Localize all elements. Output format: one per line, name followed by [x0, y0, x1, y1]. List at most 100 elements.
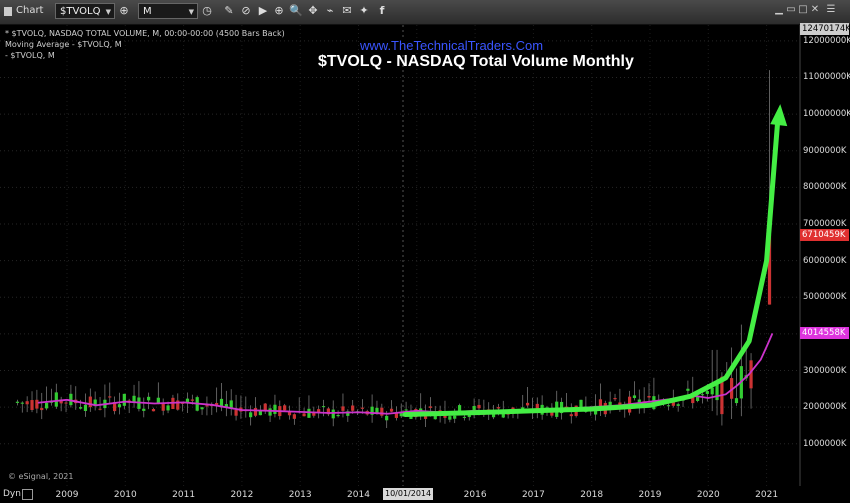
facebook-icon[interactable]: f: [379, 4, 385, 17]
candle-up: [20, 402, 24, 404]
candle-up: [370, 406, 374, 415]
candle-down: [35, 399, 39, 409]
candle-down: [423, 416, 428, 419]
minimize-icon[interactable]: ▁: [775, 4, 783, 15]
candle-down: [190, 399, 194, 401]
twitter-icon[interactable]: ✦: [359, 4, 369, 17]
link-icon[interactable]: ⊘: [241, 4, 251, 17]
interval-value: M: [143, 6, 152, 17]
ma-last-label: 4014558K: [800, 327, 849, 340]
candle-down: [351, 405, 355, 411]
esignal-watermark: © eSignal, 2021: [8, 472, 74, 481]
x-tick-label: 2017: [521, 490, 545, 500]
candle-up: [321, 406, 326, 408]
close-icon[interactable]: ✕: [810, 4, 820, 15]
interval-select[interactable]: M ▼: [138, 3, 198, 19]
candle-down: [292, 414, 296, 419]
candle-down: [287, 411, 292, 416]
candle-down: [394, 413, 398, 418]
candle-down: [477, 404, 481, 409]
x-tick-label: 2009: [55, 490, 79, 500]
candle-up: [83, 404, 88, 411]
candle-up: [229, 400, 233, 408]
candle-up: [273, 404, 277, 414]
menu-icon[interactable]: ☰: [826, 4, 836, 15]
candle-up: [93, 399, 97, 407]
candle-up: [467, 413, 471, 418]
candle-up: [579, 399, 583, 412]
candle-up: [700, 394, 705, 396]
candle-down: [496, 407, 501, 409]
y-tick-label: 1000000K: [803, 438, 847, 449]
zoom-icon[interactable]: 🔍: [289, 4, 303, 17]
candle-up: [608, 401, 612, 406]
candle-up: [54, 392, 58, 407]
candle-down: [283, 405, 287, 411]
chevron-down-icon[interactable]: ▼: [105, 8, 111, 16]
candle-down: [613, 397, 617, 400]
x-tick-label: 2014: [347, 490, 370, 500]
candle-up: [472, 406, 476, 414]
candle-down: [341, 406, 345, 411]
maximize-icon[interactable]: □: [798, 4, 808, 15]
candle-down: [176, 400, 180, 410]
x-tick-label: 2018: [580, 490, 604, 500]
volume-candles: [15, 70, 772, 429]
candle-up: [385, 415, 389, 421]
x-tick-label: 2021: [755, 490, 779, 500]
candle-down: [59, 399, 63, 404]
candle-up: [224, 404, 228, 408]
website-watermark: www.TheTechnicalTraders.Com: [360, 38, 544, 53]
insert-icon[interactable]: ⊕: [274, 4, 284, 17]
candle-up: [666, 405, 671, 407]
candle-down: [671, 401, 675, 406]
candle-down: [98, 408, 102, 410]
candle-down: [428, 406, 433, 408]
candle-up: [132, 395, 136, 403]
candle-up: [705, 391, 709, 394]
chart-title: $TVOLQ - NASDAQ Total Volume Monthly: [318, 53, 634, 70]
candle-up: [249, 412, 253, 418]
candle-down: [525, 402, 530, 406]
candle-up: [79, 407, 83, 409]
mail-icon[interactable]: ✉: [342, 4, 352, 17]
chart-window-icon: [4, 7, 12, 16]
crosshair-icon[interactable]: ⊕: [119, 4, 129, 17]
candle-down: [360, 407, 364, 409]
draw-icon[interactable]: ⌁: [326, 4, 334, 17]
pan-icon[interactable]: ✥: [308, 4, 318, 17]
candle-down: [647, 395, 651, 398]
candle-down: [234, 409, 238, 416]
candle-up: [734, 398, 739, 404]
candle-down: [389, 408, 394, 412]
gridlines: [0, 25, 800, 486]
x-tick-label: 2012: [230, 490, 254, 500]
y-tick-label: 7000000K: [803, 218, 847, 229]
candle-down: [40, 407, 44, 411]
dyn-button[interactable]: Dyn: [3, 489, 21, 499]
x-tick-label: 2013: [288, 490, 312, 500]
candle-down: [550, 411, 554, 416]
play-icon[interactable]: ▶: [258, 4, 268, 17]
candle-up: [686, 388, 690, 391]
interval-icon[interactable]: ◷: [202, 4, 212, 17]
symbol-input[interactable]: $TVOLQ ▼: [55, 3, 115, 19]
candle-up: [200, 407, 204, 410]
candle-down: [161, 403, 165, 411]
candle-down: [113, 402, 117, 412]
candle-down: [598, 399, 603, 410]
y-tick-label: 10000000K: [803, 109, 850, 120]
y-tick-label: 2000000K: [803, 402, 847, 413]
candle-down: [253, 407, 258, 416]
candle-up: [268, 408, 272, 416]
candle-down: [64, 402, 68, 404]
chart-legend: * $TVOLQ, NASDAQ TOTAL VOLUME, M, 00:00-…: [5, 28, 285, 61]
calendar-icon[interactable]: [22, 489, 33, 500]
restore-icon[interactable]: ▭: [786, 4, 796, 15]
pencil-icon[interactable]: ✎: [224, 4, 234, 17]
chevron-down-icon[interactable]: ▼: [188, 8, 194, 16]
candle-up: [147, 396, 151, 401]
candle-down: [263, 403, 267, 411]
candle-up: [453, 415, 457, 419]
